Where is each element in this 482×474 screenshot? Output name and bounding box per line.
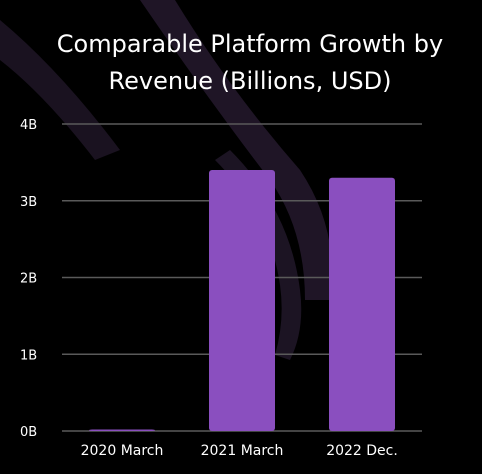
x-category-label: 2020 March (81, 443, 164, 459)
x-category-label: 2022 Dec. (326, 443, 398, 459)
y-tick-label: 0B (20, 425, 37, 440)
x-axis-labels: 2020 March 2021 March 2022 Dec. (81, 443, 398, 459)
chart-title-line-2: Revenue (Billions, USD) (109, 67, 392, 95)
x-category-label: 2021 March (201, 443, 284, 459)
y-tick-label: 1B (20, 348, 37, 363)
chart-title-line-1: Comparable Platform Growth by (57, 30, 443, 58)
y-tick-label: 3B (20, 195, 37, 210)
y-tick-label: 4B (20, 118, 37, 133)
y-tick-label: 2B (20, 272, 37, 287)
bar-2022-dec (329, 177, 395, 431)
bars (89, 170, 395, 432)
y-axis-ticks: 0B 1B 2B 3B 4B (20, 118, 37, 440)
bar-2021-march (209, 170, 275, 432)
bar-2020-march (89, 429, 155, 431)
